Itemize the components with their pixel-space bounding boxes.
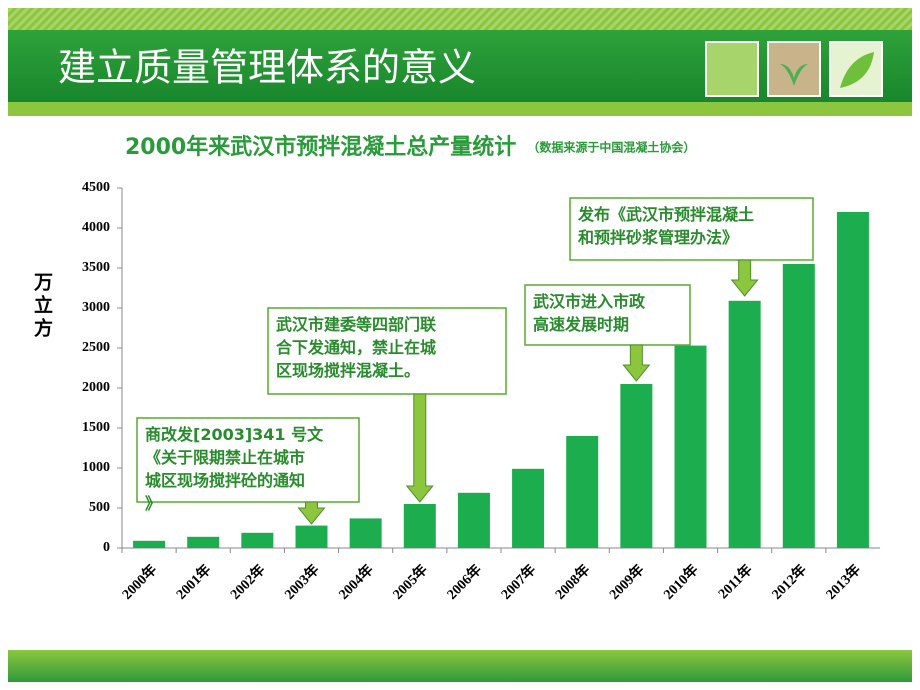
- x-tick-label: 2008年: [552, 561, 594, 603]
- annotation-text: 区现场搅拌混凝土。: [276, 361, 420, 380]
- chart-subtitle: （数据来源于中国混凝土协会）: [527, 140, 695, 155]
- annotation-text: 发布《武汉市预拌混凝土: [577, 205, 754, 224]
- annotation-box: [524, 284, 691, 346]
- y-axis-label: 万立方: [31, 272, 54, 341]
- x-tick-label: 2002年: [227, 561, 269, 603]
- y-tick-label: 4000: [82, 220, 110, 235]
- bar: [295, 525, 328, 548]
- slide-title: 建立质量管理体系的意义: [58, 46, 476, 90]
- bar: [457, 492, 490, 548]
- x-tick-label: 2005年: [389, 561, 431, 603]
- annotation-box: [267, 307, 507, 395]
- bar: [620, 384, 653, 548]
- x-tick-label: 2010年: [660, 561, 702, 603]
- bar: [403, 504, 436, 548]
- x-tick-label: 2006年: [443, 561, 485, 603]
- y-tick-label: 3000: [82, 300, 110, 315]
- y-tick-label: 500: [89, 500, 110, 515]
- bar: [728, 300, 761, 548]
- annotation-box: [136, 417, 360, 503]
- annotation-text: 《关于限期禁止在城市: [145, 448, 305, 467]
- x-tick-label: 2011年: [715, 561, 756, 602]
- y-tick-label: 1500: [82, 420, 110, 435]
- y-tick-label: 2500: [82, 340, 110, 355]
- top-stripe: [8, 8, 912, 30]
- sprout: [780, 64, 808, 86]
- annotation-text: 和预拌砂浆管理办法》: [578, 228, 738, 247]
- y-tick-label: 4500: [82, 180, 110, 195]
- x-tick-label: 2003年: [281, 561, 323, 603]
- annotation-text: 武汉市进入市政: [533, 292, 646, 311]
- footer-bar: [8, 650, 912, 682]
- header-bar: [8, 30, 912, 102]
- annotation-text: 武汉市建委等四部门联: [276, 315, 436, 334]
- annotation-arrow: [405, 393, 434, 503]
- bar: [674, 345, 707, 548]
- y-tick-label: 2000: [82, 380, 110, 395]
- annotation-text: 商改发[2003]341 号文: [145, 425, 324, 444]
- annotation-text: 城区现场搅拌砼的通知: [145, 471, 305, 490]
- x-tick-label: 2000年: [118, 561, 160, 603]
- chart-title-group: 2000年来武汉市预拌混凝土总产量统计 （数据来源于中国混凝土协会）: [125, 133, 695, 160]
- chart-title: 2000年来武汉市预拌混凝土总产量统计: [125, 134, 516, 160]
- y-tick-label: 3500: [82, 260, 110, 275]
- annotation-arrow: [730, 259, 759, 297]
- x-tick-label: 2013年: [822, 561, 864, 603]
- bar: [782, 264, 815, 548]
- bar: [836, 212, 869, 548]
- bar: [133, 540, 166, 548]
- annotation-box: [569, 197, 814, 261]
- x-tick-label: 2004年: [335, 561, 377, 603]
- bar: [187, 536, 220, 548]
- y-tick-label: 0: [103, 540, 110, 555]
- bar: [512, 468, 545, 548]
- x-tick-label: 2012年: [768, 561, 810, 603]
- annotation-text: 》: [145, 494, 161, 513]
- leaf: [840, 52, 874, 88]
- y-tick-label: 1000: [82, 460, 110, 475]
- annotation-arrow: [297, 501, 326, 525]
- x-tick-label: 2009年: [606, 561, 648, 603]
- annotation-text: 高速发展时期: [533, 315, 629, 334]
- x-tick-label: 2001年: [173, 561, 215, 603]
- bar: [349, 518, 382, 548]
- bar: [241, 532, 274, 548]
- x-tick-label: 2007年: [497, 561, 539, 603]
- deco-square: [705, 41, 759, 97]
- annotation-arrow: [622, 344, 651, 382]
- header-underline: [8, 102, 912, 116]
- bar: [566, 436, 599, 548]
- annotation-text: 合下发通知，禁止在城: [276, 338, 436, 357]
- deco-image: [767, 41, 821, 97]
